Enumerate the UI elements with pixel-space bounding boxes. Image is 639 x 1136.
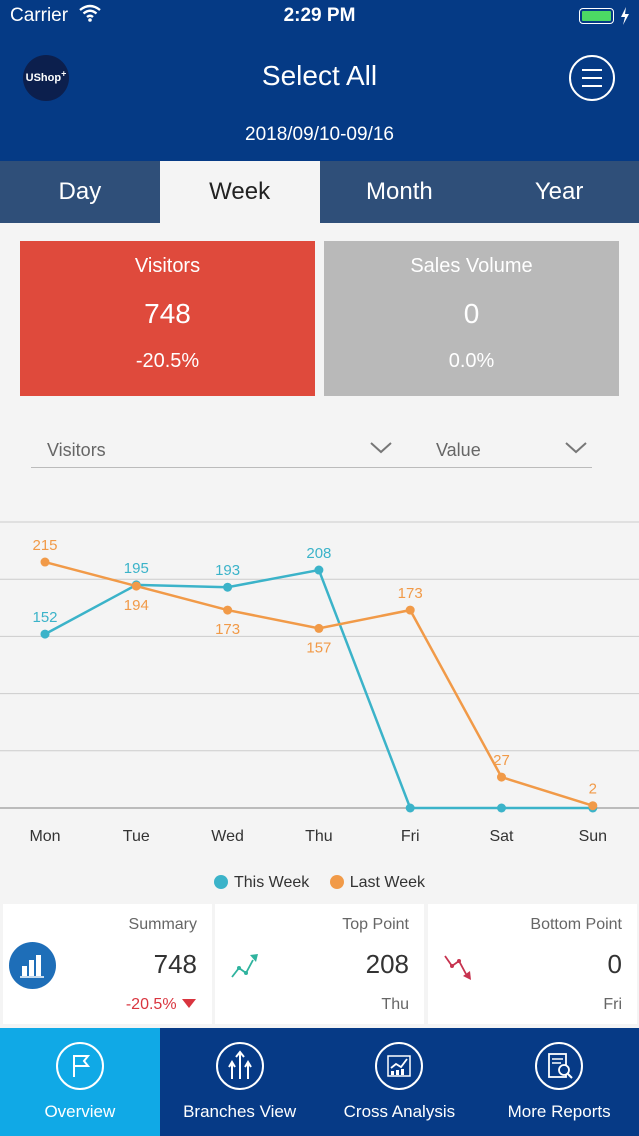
legend-dot-this-week [213, 875, 228, 889]
data-point-this-week [405, 803, 415, 813]
tabbar-more-reports[interactable]: More Reports [479, 1028, 639, 1136]
app-header: Carrier 2:29 PM UShop+ Select All 2018/0… [0, 0, 639, 161]
top-point-card[interactable]: Top Point 208 Thu [215, 904, 424, 1024]
data-point-last-week [588, 801, 598, 811]
x-tick-label: Sat [489, 828, 514, 845]
summary-change: -20.5% [125, 996, 177, 1013]
tabbar-cross-analysis-label: Cross Analysis [343, 1102, 456, 1121]
bottom-point-card[interactable]: Bottom Point 0 Fri [428, 904, 637, 1024]
page-title[interactable]: Select All [261, 60, 378, 91]
metric-dropdown[interactable]: Visitors [47, 440, 106, 460]
carrier-label: Carrier [10, 5, 69, 26]
data-point-this-week [223, 582, 233, 592]
summary-card[interactable]: Summary 748 -20.5% [3, 904, 212, 1024]
visitors-card-value: 748 [144, 298, 191, 329]
top-point-label: Top Point [342, 916, 409, 933]
period-tabs: Day Week Month Year [0, 161, 639, 223]
data-point-this-week [40, 629, 50, 639]
battery-icon [579, 8, 614, 24]
data-label-this-week: 152 [32, 609, 57, 626]
legend-dot-last-week [329, 875, 344, 889]
data-label-last-week: 157 [306, 639, 331, 656]
chevron-down-icon[interactable] [369, 438, 393, 456]
tab-week[interactable]: Week [159, 161, 320, 223]
flag-icon [55, 1042, 104, 1090]
x-tick-label: Sun [579, 828, 607, 845]
x-tick-label: Fri [401, 828, 420, 845]
data-point-last-week [40, 557, 50, 567]
date-range[interactable]: 2018/09/10-09/16 [245, 124, 394, 145]
data-label-last-week: 173 [215, 621, 240, 638]
chart-selectors: Visitors Value [31, 430, 592, 468]
chevron-down-icon[interactable] [564, 438, 588, 456]
chart-legend: This Week Last Week [0, 874, 639, 892]
tabbar-branches-view[interactable]: Branches View [160, 1028, 320, 1136]
tabbar-overview-label: Overview [44, 1102, 116, 1121]
ushop-logo[interactable]: UShop+ [23, 55, 69, 101]
hamburger-icon [582, 69, 602, 87]
trend-up-icon [231, 954, 258, 978]
summary-change-row: -20.5% [126, 996, 197, 1014]
tab-month[interactable]: Month [366, 178, 433, 205]
charging-icon [621, 7, 629, 25]
data-point-last-week [405, 605, 415, 615]
data-label-last-week: 2 [589, 781, 597, 798]
bottom-point-value: 0 [607, 949, 622, 979]
down-triangle-icon [182, 999, 196, 1008]
tabbar-branches-label: Branches View [183, 1102, 297, 1121]
tabbar-overview[interactable]: Overview [0, 1028, 160, 1136]
data-point-this-week [497, 803, 506, 813]
data-label-this-week: 193 [215, 562, 240, 579]
visitors-card-label: Visitors [134, 255, 201, 277]
sales-card-label: Sales Volume [410, 255, 533, 277]
tabbar-more-reports-label: More Reports [507, 1102, 611, 1121]
visitors-line-chart: 152 195 193 208 215 194 173 157 173 27 2 Mon Tue Wed T… [0, 521, 639, 845]
top-point-day: Thu [381, 996, 409, 1013]
mode-dropdown[interactable]: Value [436, 440, 481, 460]
data-point-last-week [497, 772, 506, 782]
data-label-last-week: 215 [32, 537, 57, 554]
tabbar-cross-analysis[interactable]: Cross Analysis [320, 1028, 480, 1136]
data-point-last-week [314, 623, 324, 633]
sales-card-value: 0 [463, 298, 480, 329]
tab-day[interactable]: Day [58, 178, 102, 205]
visitors-card-change: -20.5% [135, 350, 200, 372]
bottom-tab-bar: Overview Branches View Cross Anal [0, 1028, 639, 1136]
visitors-card[interactable]: Visitors 748 -20.5% [20, 241, 315, 396]
status-bar: Carrier 2:29 PM [0, 0, 639, 34]
wifi-icon [79, 4, 101, 22]
data-label-last-week: 173 [398, 585, 423, 602]
data-label-this-week: 208 [306, 545, 331, 562]
data-label-this-week: 195 [124, 560, 149, 577]
top-point-value: 208 [365, 949, 409, 979]
bottom-point-label: Bottom Point [530, 916, 622, 933]
sales-volume-card[interactable]: Sales Volume 0 0.0% [324, 241, 619, 396]
legend-this-week[interactable]: This Week [213, 874, 309, 892]
bar-chart-icon [9, 942, 56, 989]
data-label-last-week: 27 [493, 752, 510, 769]
x-tick-label: Thu [305, 828, 333, 845]
summary-label: Summary [128, 916, 197, 933]
status-time: 2:29 PM [283, 5, 356, 26]
branches-icon [215, 1042, 264, 1090]
reports-icon [535, 1042, 584, 1090]
data-point-last-week [223, 605, 233, 615]
data-point-this-week [314, 565, 324, 575]
x-tick-label: Mon [29, 828, 60, 845]
legend-last-week[interactable]: Last Week [329, 874, 425, 892]
bottom-point-day: Fri [603, 996, 622, 1013]
sales-card-change: 0.0% [448, 350, 495, 372]
x-tick-label: Tue [123, 828, 150, 845]
tab-year[interactable]: Year [534, 178, 584, 205]
x-tick-label: Wed [211, 828, 244, 845]
chart-icon [375, 1042, 424, 1090]
menu-button[interactable] [569, 55, 615, 101]
data-point-last-week [131, 581, 141, 591]
trend-down-icon [444, 955, 471, 980]
summary-value: 748 [153, 949, 197, 979]
data-label-last-week: 194 [124, 597, 149, 614]
